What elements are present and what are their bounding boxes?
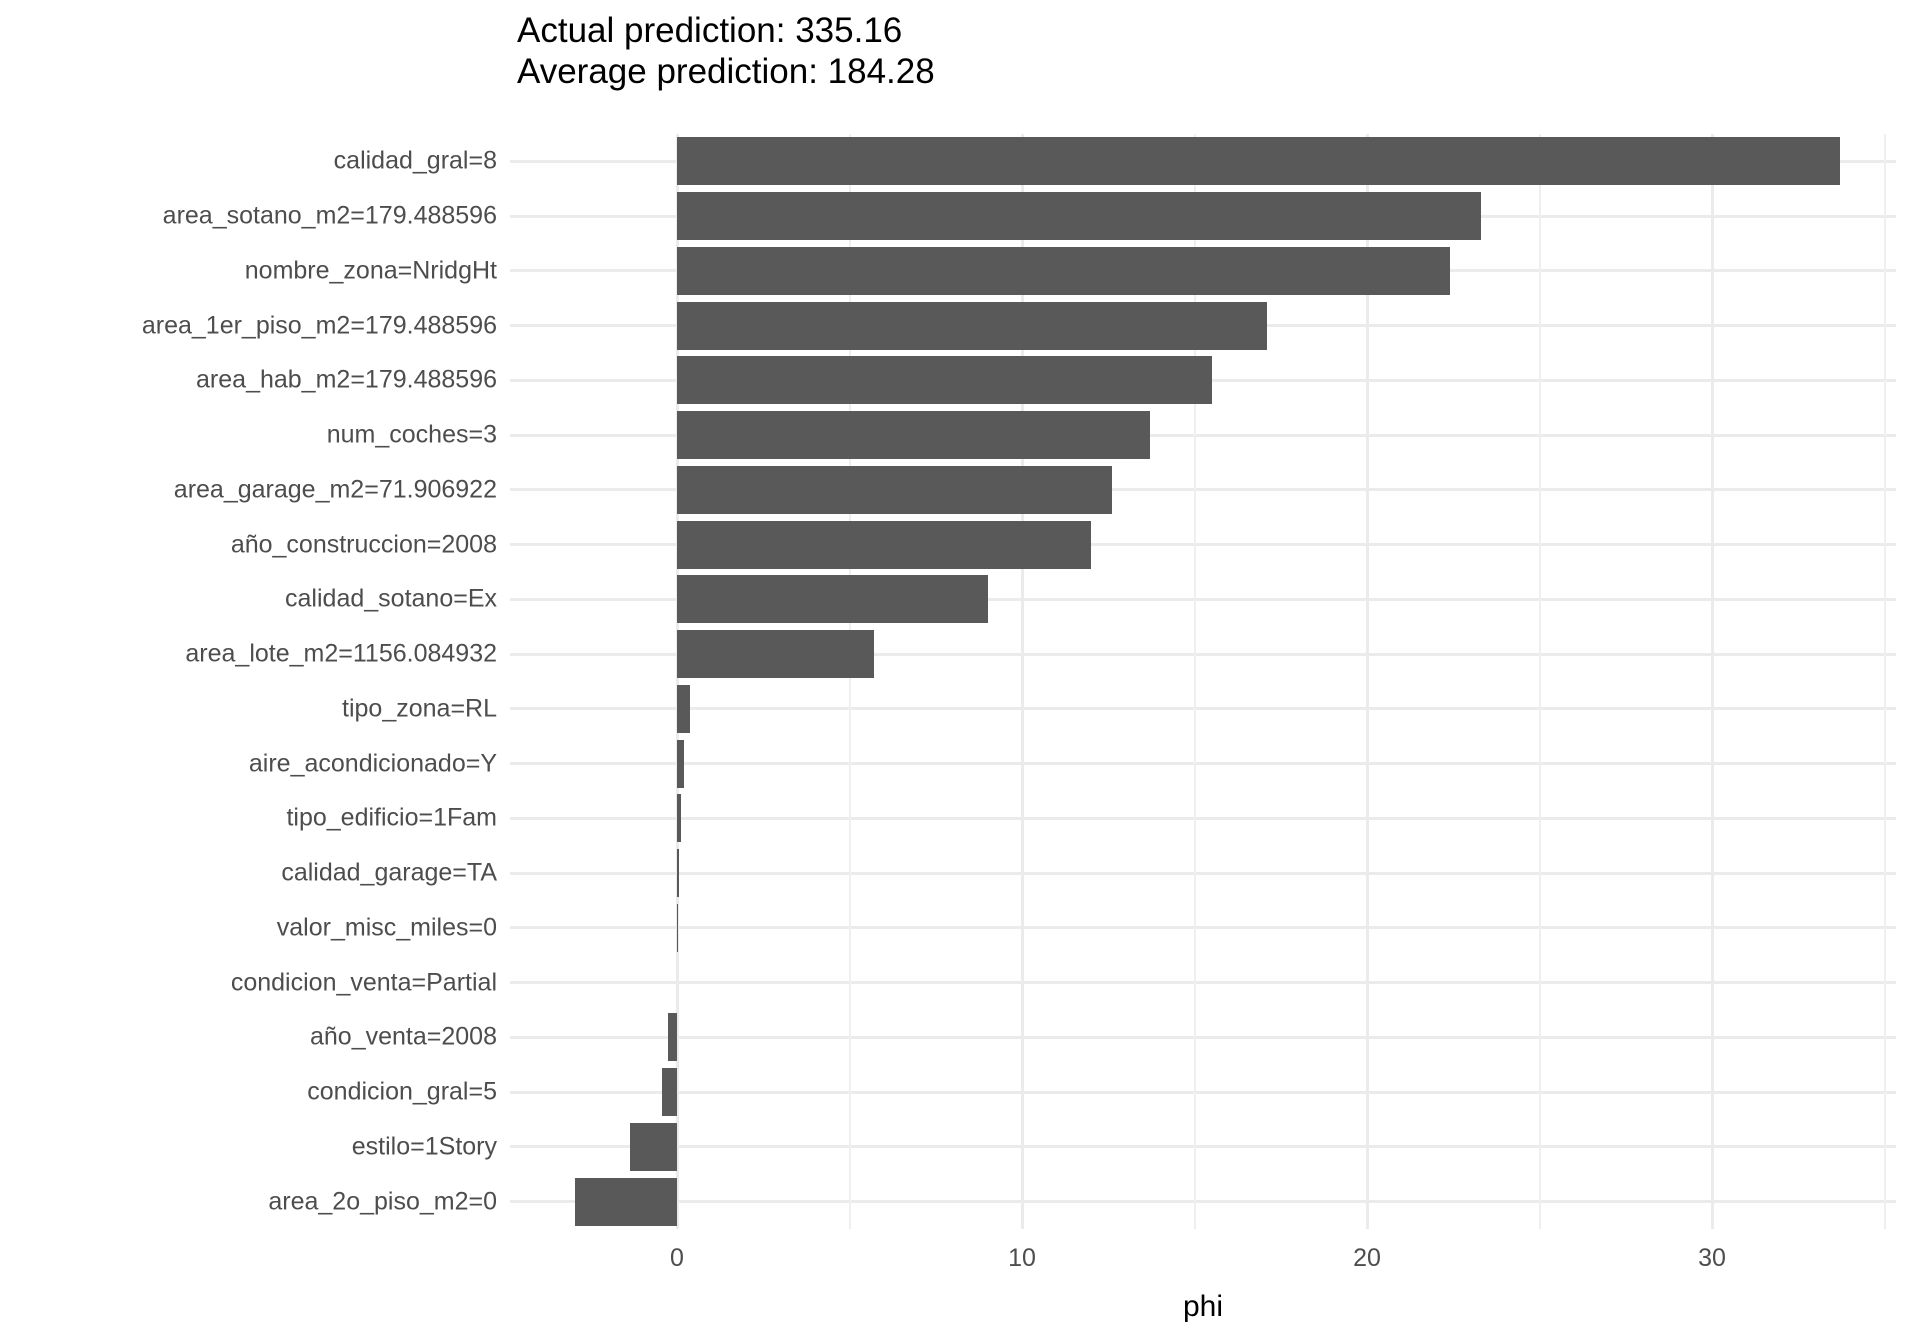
bar bbox=[677, 246, 1450, 295]
category-label: tipo_edificio=1Fam bbox=[286, 803, 497, 832]
gridline-vertical-major bbox=[1365, 134, 1369, 1229]
bar bbox=[677, 739, 685, 788]
gridline-horizontal bbox=[510, 1145, 1896, 1149]
bar bbox=[677, 520, 1091, 569]
category-label: area_2o_piso_m2=0 bbox=[268, 1187, 497, 1216]
gridline-horizontal bbox=[510, 1035, 1896, 1039]
category-label: año_venta=2008 bbox=[310, 1022, 497, 1051]
bar bbox=[677, 465, 1112, 514]
bar bbox=[677, 575, 988, 624]
gridline-horizontal bbox=[510, 652, 1896, 656]
gridline-vertical-minor bbox=[1538, 134, 1541, 1229]
category-label: condicion_venta=Partial bbox=[230, 968, 497, 997]
x-tick-label: 30 bbox=[1698, 1244, 1726, 1272]
gridline-horizontal bbox=[510, 597, 1896, 601]
category-label: calidad_sotano=Ex bbox=[285, 584, 497, 613]
x-tick-label: 20 bbox=[1353, 1244, 1381, 1272]
bar bbox=[662, 1068, 677, 1117]
category-label: estilo=1Story bbox=[351, 1132, 497, 1161]
x-tick-label: 10 bbox=[1008, 1244, 1036, 1272]
gridline-horizontal bbox=[510, 762, 1896, 766]
gridline-vertical-minor bbox=[1883, 134, 1886, 1229]
gridline-horizontal bbox=[510, 543, 1896, 547]
gridline-horizontal bbox=[510, 981, 1896, 985]
gridline-horizontal bbox=[510, 707, 1896, 711]
bar bbox=[677, 137, 1840, 186]
bar bbox=[574, 1177, 677, 1226]
category-label: calidad_garage=TA bbox=[281, 858, 497, 887]
category-label: area_hab_m2=179.488596 bbox=[196, 365, 497, 394]
bar bbox=[677, 192, 1481, 241]
bar bbox=[630, 1122, 677, 1171]
bar bbox=[677, 630, 874, 679]
category-label: nombre_zona=NridgHt bbox=[244, 256, 497, 285]
gridline-vertical-major bbox=[675, 134, 679, 1229]
category-label: condicion_gral=5 bbox=[307, 1077, 497, 1106]
category-label: area_lote_m2=1156.084932 bbox=[185, 639, 497, 668]
category-label: año_construccion=2008 bbox=[230, 530, 497, 559]
actual-prediction-text: Actual prediction: 335.16 bbox=[517, 11, 903, 50]
plot-title: Actual prediction: 335.16 Average predic… bbox=[517, 10, 935, 92]
bar bbox=[677, 849, 680, 898]
gridline-vertical-major bbox=[1710, 134, 1714, 1229]
bar bbox=[677, 356, 1212, 405]
category-label: area_garage_m2=71.906922 bbox=[173, 475, 497, 504]
x-axis-title: phi bbox=[1182, 1290, 1224, 1323]
gridline-horizontal bbox=[510, 1200, 1896, 1204]
category-label: calidad_gral=8 bbox=[333, 146, 497, 175]
bar bbox=[677, 411, 1150, 460]
category-label: area_sotano_m2=179.488596 bbox=[162, 201, 497, 230]
gridline-horizontal bbox=[510, 871, 1896, 875]
bar bbox=[677, 684, 691, 733]
bar bbox=[677, 301, 1267, 350]
category-label: valor_misc_miles=0 bbox=[276, 913, 497, 942]
category-label: tipo_zona=RL bbox=[342, 694, 497, 723]
gridline-horizontal bbox=[510, 816, 1896, 820]
gridline-vertical-minor bbox=[848, 134, 851, 1229]
gridline-horizontal bbox=[510, 433, 1896, 437]
gridline-horizontal bbox=[510, 1090, 1896, 1094]
gridline-vertical-minor bbox=[1193, 134, 1196, 1229]
gridline-horizontal bbox=[510, 926, 1896, 930]
gridline-horizontal bbox=[510, 488, 1896, 492]
category-label: num_coches=3 bbox=[326, 420, 497, 449]
average-prediction-text: Average prediction: 184.28 bbox=[517, 52, 935, 91]
bar bbox=[677, 794, 682, 843]
gridline-vertical-major bbox=[1020, 134, 1024, 1229]
x-tick-label: 0 bbox=[670, 1244, 684, 1272]
category-label: area_1er_piso_m2=179.488596 bbox=[141, 311, 497, 340]
category-label: aire_acondicionado=Y bbox=[248, 749, 497, 778]
bar bbox=[668, 1013, 677, 1062]
